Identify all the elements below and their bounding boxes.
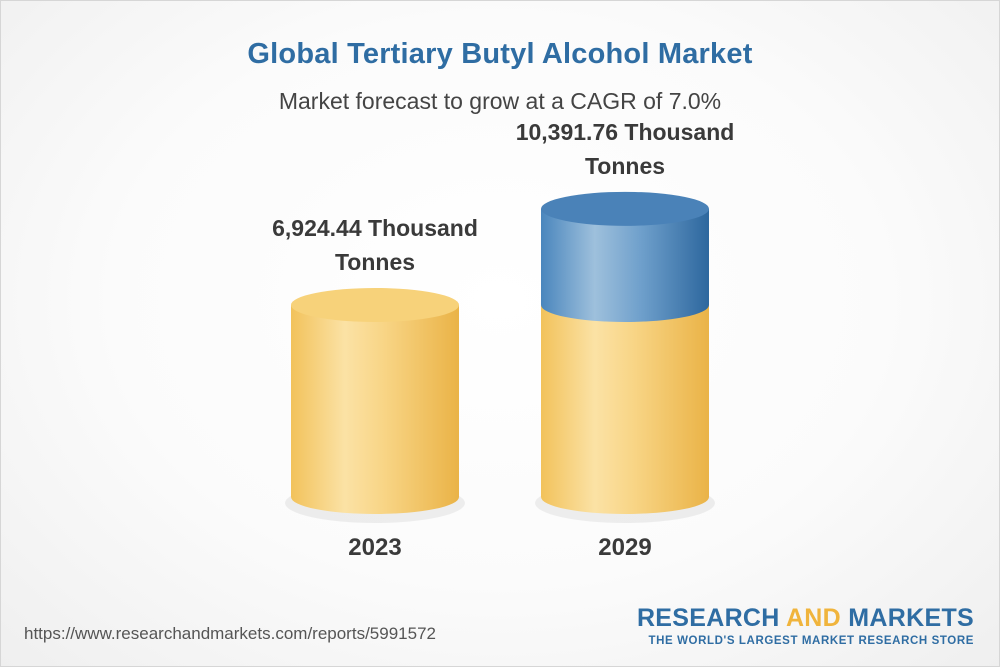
chart-title: Global Tertiary Butyl Alcohol Market	[247, 38, 753, 70]
bar-2023-top	[291, 288, 459, 322]
source-url[interactable]: https://www.researchandmarkets.com/repor…	[24, 624, 436, 643]
brand-name: RESEARCH AND MARKETS	[636, 604, 974, 632]
chart-subtitle: Market forecast to grow at a CAGR of 7.0…	[278, 88, 722, 114]
cylinder-chart: 6,924.44 Thousand Tonnes 2023 10,391.76 Tho…	[272, 119, 735, 561]
value-label-2023: 6,924.44 Thousand	[272, 215, 478, 241]
value-label-unit-2029: Tonnes	[585, 153, 665, 179]
brand-tagline: THE WORLD'S LARGEST MARKET RESEARCH STOR…	[648, 635, 974, 647]
category-label-2029: 2029	[598, 534, 651, 561]
bar-growth-2029-top	[541, 191, 709, 226]
brand-logo: RESEARCH AND MARKETS THE WORLD'S LARGEST…	[637, 604, 974, 647]
bar-growth-2029	[541, 208, 709, 322]
value-label-2029: 10,391.76 Thousand	[516, 119, 735, 145]
category-label-2023: 2023	[348, 534, 401, 561]
bar-2023	[291, 305, 459, 514]
value-label-unit-2023: Tonnes	[335, 249, 415, 275]
bar-base-2029	[541, 305, 709, 514]
